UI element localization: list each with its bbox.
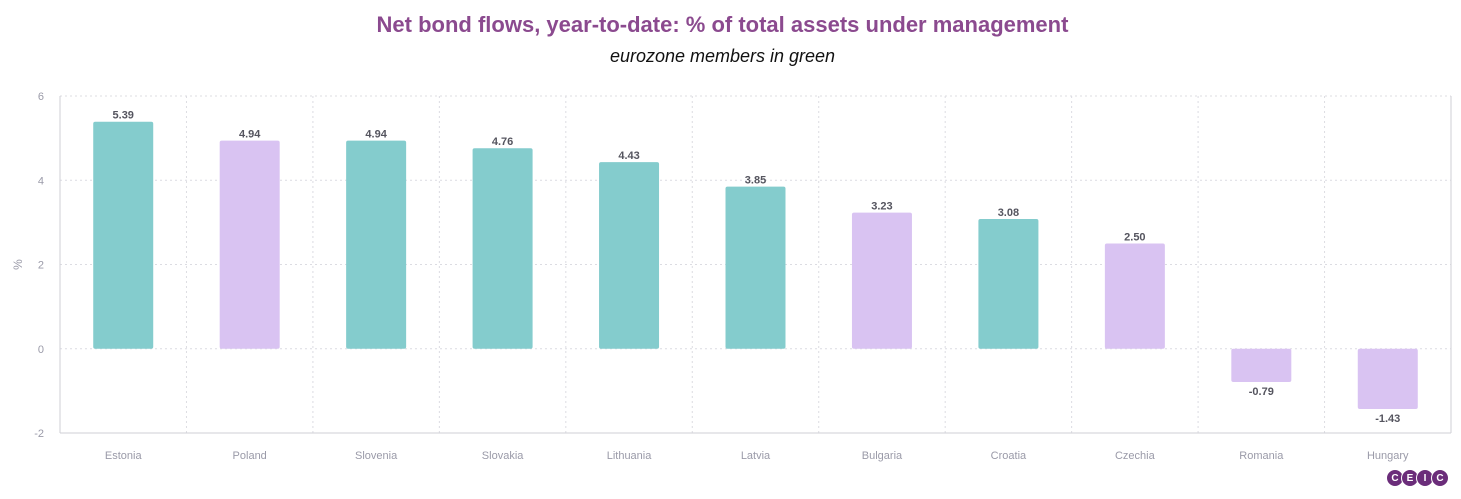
x-tick-label: Bulgaria bbox=[862, 450, 903, 462]
bar bbox=[219, 140, 280, 349]
bar bbox=[599, 162, 660, 349]
bar bbox=[472, 148, 533, 349]
bar bbox=[978, 219, 1039, 349]
y-tick-label: 6 bbox=[38, 91, 44, 103]
data-label: 4.94 bbox=[365, 129, 387, 141]
ceic-logo: C E I C bbox=[1386, 469, 1449, 487]
data-label: 3.85 bbox=[745, 175, 766, 187]
logo-letter: C bbox=[1386, 469, 1404, 487]
x-tick-label: Slovakia bbox=[482, 450, 524, 462]
y-axis-label: % bbox=[11, 259, 25, 270]
logo-letter: C bbox=[1431, 469, 1449, 487]
y-tick-label: -2 bbox=[34, 428, 44, 440]
x-tick-label: Poland bbox=[233, 450, 267, 462]
x-tick-label: Romania bbox=[1239, 450, 1284, 462]
data-label: 5.39 bbox=[113, 110, 134, 122]
y-tick-label: 2 bbox=[38, 260, 44, 272]
bar bbox=[851, 212, 912, 349]
bar bbox=[725, 186, 786, 349]
data-label: 4.76 bbox=[492, 136, 513, 148]
x-tick-label: Slovenia bbox=[355, 450, 398, 462]
chart-title: Net bond flows, year-to-date: % of total… bbox=[376, 12, 1069, 37]
data-label: -0.79 bbox=[1249, 386, 1274, 398]
data-label: 4.43 bbox=[618, 150, 639, 162]
bar bbox=[346, 140, 407, 349]
data-label: 2.50 bbox=[1124, 231, 1145, 243]
x-tick-label: Croatia bbox=[991, 450, 1027, 462]
x-tick-label: Hungary bbox=[1367, 450, 1409, 462]
data-label: -1.43 bbox=[1375, 413, 1400, 425]
y-tick-label: 4 bbox=[38, 175, 44, 187]
data-label: 3.23 bbox=[871, 201, 892, 213]
x-tick-label: Estonia bbox=[105, 450, 143, 462]
x-tick-label: Lithuania bbox=[607, 450, 653, 462]
bar bbox=[1357, 348, 1418, 409]
bar bbox=[93, 121, 154, 349]
x-tick-label: Latvia bbox=[741, 450, 771, 462]
data-label: 3.08 bbox=[998, 207, 1019, 219]
data-label: 4.94 bbox=[239, 129, 261, 141]
x-tick-label: Czechia bbox=[1115, 450, 1156, 462]
bar bbox=[1104, 243, 1165, 349]
bar bbox=[1231, 348, 1292, 383]
chart-subtitle: eurozone members in green bbox=[609, 46, 836, 66]
y-tick-label: 0 bbox=[38, 344, 44, 356]
